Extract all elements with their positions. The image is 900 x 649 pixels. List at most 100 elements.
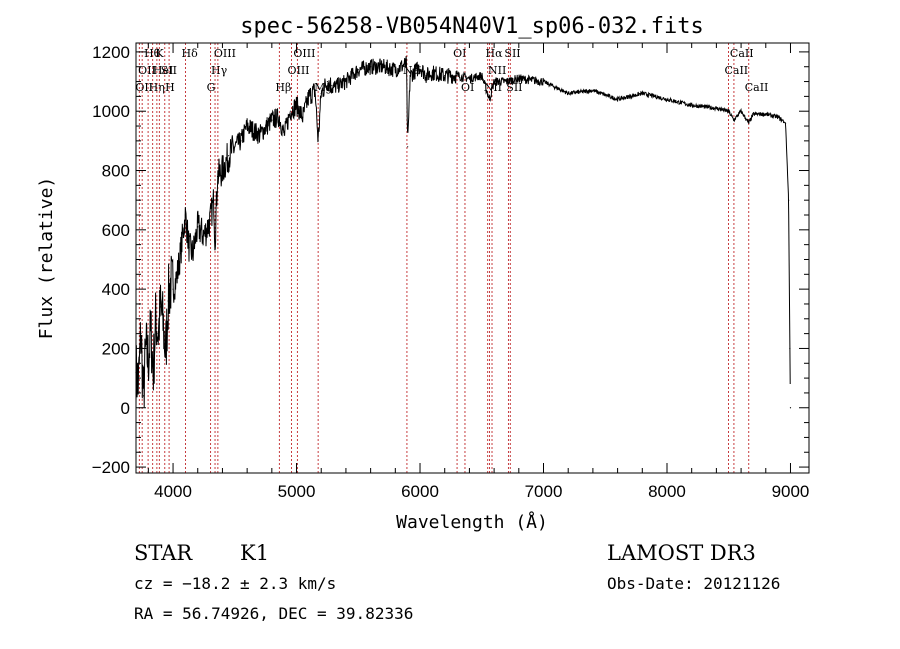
data-point <box>216 175 219 178</box>
data-point <box>784 122 787 124</box>
line-marker-label: G <box>207 81 216 94</box>
x-tick-label: 6000 <box>401 482 439 501</box>
data-point <box>167 300 169 302</box>
data-point <box>271 119 273 121</box>
line-marker-label: SII <box>504 47 520 60</box>
data-point <box>240 140 242 142</box>
line-marker-label: CaII <box>730 47 754 60</box>
data-point <box>691 104 693 106</box>
data-point <box>419 66 421 68</box>
survey-name: LAMOST DR3 <box>607 541 756 565</box>
data-point <box>157 333 159 335</box>
data-point <box>278 116 280 118</box>
line-marker-label: Hδ <box>182 47 199 60</box>
data-point <box>246 125 248 127</box>
data-point <box>234 146 236 148</box>
line-marker-label: CaII <box>745 81 769 94</box>
y-tick-label: 400 <box>102 280 130 299</box>
x-tick-label: 9000 <box>772 482 810 501</box>
data-point <box>370 66 372 68</box>
data-point <box>184 214 186 216</box>
line-marker-label: OII <box>135 81 153 94</box>
data-point <box>394 69 396 71</box>
redshift-velocity: cz = −18.2 ± 2.3 km/s <box>134 574 336 593</box>
data-point <box>727 110 730 112</box>
data-point <box>345 80 347 83</box>
data-point <box>188 247 190 249</box>
data-point <box>542 80 545 83</box>
x-axis-label: Wavelength (Å) <box>396 511 548 533</box>
line-marker-label: OIII <box>293 47 315 60</box>
line-marker-label: OI <box>461 81 474 94</box>
data-point <box>493 80 495 83</box>
data-point <box>295 104 298 106</box>
series-layer <box>135 56 792 409</box>
data-point <box>641 92 643 95</box>
line-marker-label: OII <box>138 64 156 77</box>
line-marker-label: OIII <box>214 47 236 60</box>
data-point <box>592 89 594 92</box>
data-point <box>616 98 619 100</box>
data-point <box>162 324 164 326</box>
data-point <box>137 383 140 385</box>
data-point <box>425 75 427 77</box>
line-marker-label: NII <box>488 64 506 77</box>
data-point <box>289 110 291 112</box>
data-point <box>518 77 520 80</box>
data-point <box>172 288 174 290</box>
data-point <box>165 353 167 355</box>
line-markers: OIIOIIHθHηHeIKSIIHHδGHγOIIIHβOIIIOIIIMgN… <box>135 43 768 473</box>
line-marker-label: OI <box>453 47 466 60</box>
data-point <box>733 119 735 121</box>
observation-date: Obs-Date: 20121126 <box>607 574 780 593</box>
data-point <box>160 306 162 308</box>
plot-frame <box>135 42 810 474</box>
data-point <box>332 86 335 89</box>
line-marker-label: Hα <box>486 47 504 60</box>
data-point <box>468 77 471 80</box>
line-marker-label: Hβ <box>275 81 291 94</box>
data-point <box>302 116 304 118</box>
data-point <box>789 407 792 409</box>
data-point <box>147 359 149 361</box>
line-marker-label: SII <box>161 64 177 77</box>
x-tick-label: 5000 <box>278 482 316 501</box>
data-point <box>169 282 172 284</box>
data-point <box>405 63 408 65</box>
spectrum-line <box>135 56 791 408</box>
spectral-subclass: K1 <box>240 541 269 565</box>
line-marker-label: Hγ <box>211 64 228 77</box>
line-marker-label: OIII <box>287 64 309 77</box>
line-marker-label: H <box>165 81 175 94</box>
axis-ticks: 4000 5000 6000 7000 8000 9000 −200 0 200 400 600 80… <box>92 43 810 501</box>
data-point <box>308 95 310 97</box>
data-point <box>444 75 446 77</box>
data-point <box>505 80 508 83</box>
data-point <box>150 330 152 332</box>
data-point <box>152 371 154 373</box>
data-point <box>317 140 319 142</box>
data-point <box>715 107 717 109</box>
x-tick-label: 4000 <box>154 482 192 501</box>
y-tick-label: 600 <box>102 221 130 240</box>
data-point <box>788 199 790 201</box>
data-point <box>192 252 194 255</box>
data-point <box>740 110 742 112</box>
data-point <box>176 276 178 278</box>
data-point <box>326 80 329 83</box>
data-point <box>666 98 668 100</box>
data-point <box>789 347 791 350</box>
data-point <box>409 75 411 77</box>
line-marker-label: CaII <box>724 64 748 77</box>
data-point <box>209 220 211 222</box>
line-marker-label: SII <box>506 81 522 94</box>
y-tick-label: 0 <box>121 399 130 418</box>
data-point <box>488 98 491 100</box>
data-point <box>320 92 322 95</box>
x-tick-label: 8000 <box>648 482 686 501</box>
data-point <box>283 134 285 136</box>
y-axis-label: Flux (relative) <box>36 177 57 340</box>
data-point <box>765 113 767 115</box>
